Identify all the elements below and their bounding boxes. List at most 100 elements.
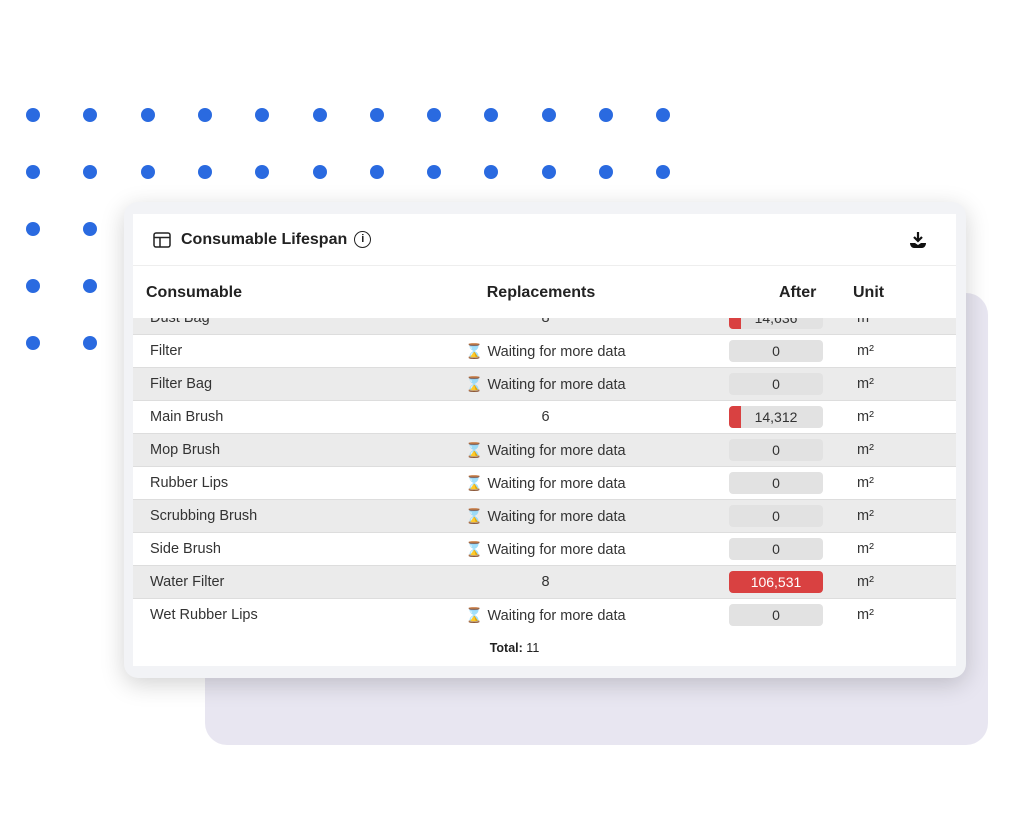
- info-icon[interactable]: i: [354, 231, 372, 248]
- table-row[interactable]: Side Brush ⌛ Waiting for more data 0 m²: [133, 533, 956, 566]
- widget-title: Consumable Lifespan: [181, 230, 348, 248]
- hourglass-icon: ⌛: [465, 509, 484, 525]
- dot: [26, 279, 40, 293]
- progress-fill: [729, 571, 823, 593]
- after-progress: 14,636: [729, 318, 823, 329]
- unit-cell: m²: [857, 409, 874, 425]
- table-row[interactable]: Mop Brush ⌛ Waiting for more data 0 m²: [133, 434, 956, 467]
- column-header-after[interactable]: After: [779, 284, 817, 301]
- after-progress: 0: [729, 505, 823, 527]
- dot: [599, 165, 613, 179]
- consumable-name: Rubber Lips: [150, 475, 229, 491]
- unit-cell: m²: [857, 318, 874, 326]
- replacements-value: Waiting for more data: [487, 542, 626, 558]
- consumable-name: Wet Rubber Lips: [150, 607, 258, 623]
- hourglass-icon: ⌛: [465, 377, 484, 393]
- dot: [83, 336, 97, 350]
- unit-cell: m²: [857, 574, 874, 590]
- hourglass-icon: ⌛: [465, 476, 484, 492]
- dot: [26, 336, 40, 350]
- total-value: 11: [526, 641, 540, 655]
- dot: [83, 222, 97, 236]
- table-icon: [153, 231, 171, 248]
- after-value: 106,531: [750, 574, 802, 590]
- after-progress: 0: [729, 604, 823, 626]
- consumable-name: Main Brush: [150, 409, 224, 425]
- after-value: 14,636: [754, 318, 798, 326]
- consumable-name: Dust Bag: [150, 318, 210, 326]
- replacements-cell: 8: [433, 318, 658, 326]
- replacements-cell: ⌛ Waiting for more data: [433, 541, 658, 558]
- table-row[interactable]: Dust Bag 8 14,636 m²: [133, 318, 956, 335]
- dot: [312, 108, 327, 122]
- replacements-value: 8: [541, 318, 550, 326]
- unit-cell: m²: [857, 508, 874, 524]
- replacements-cell: ⌛ Waiting for more data: [433, 343, 658, 360]
- replacements-cell: ⌛ Waiting for more data: [433, 442, 658, 459]
- dot: [656, 165, 671, 179]
- after-value: 0: [772, 343, 780, 359]
- dot: [369, 108, 384, 122]
- replacements-cell: 8: [433, 574, 658, 590]
- replacements-value: Waiting for more data: [487, 476, 626, 492]
- column-header-unit[interactable]: Unit: [853, 284, 885, 301]
- after-value: 0: [772, 442, 780, 458]
- consumable-name: Side Brush: [150, 541, 221, 557]
- after-progress: 0: [729, 439, 823, 461]
- after-progress: 14,312: [729, 406, 823, 428]
- consumable-name: Water Filter: [150, 574, 225, 590]
- hourglass-icon: ⌛: [465, 344, 484, 360]
- total-label: Total:: [489, 641, 523, 655]
- dot: [255, 108, 270, 122]
- column-header-replacements[interactable]: Replacements: [486, 284, 596, 301]
- dot: [599, 108, 613, 122]
- replacements-value: Waiting for more data: [487, 608, 626, 624]
- replacements-value: 6: [541, 409, 550, 425]
- dot: [484, 165, 499, 179]
- dot: [140, 108, 155, 122]
- after-value: 0: [772, 607, 780, 623]
- dot: [26, 108, 40, 122]
- replacements-cell: ⌛ Waiting for more data: [433, 475, 658, 492]
- progress-fill: [729, 406, 742, 428]
- replacements-value: Waiting for more data: [487, 509, 626, 525]
- after-value: 0: [772, 376, 780, 392]
- replacements-value: Waiting for more data: [487, 344, 626, 360]
- table-row[interactable]: Filter ⌛ Waiting for more data 0 m²: [133, 335, 956, 368]
- dot: [26, 165, 40, 179]
- table-row[interactable]: Rubber Lips ⌛ Waiting for more data 0 m²: [133, 467, 956, 500]
- table-body[interactable]: Dust Bag 8 14,636 m² Filter ⌛ Waiting for…: [133, 318, 956, 630]
- unit-cell: m²: [857, 343, 874, 359]
- after-value: 0: [772, 541, 780, 557]
- table-row[interactable]: Filter Bag ⌛ Waiting for more data 0 m²: [133, 368, 956, 401]
- consumable-lifespan-card: Consumable Lifespan i Consumable Replace…: [124, 202, 966, 678]
- card-header: Consumable Lifespan i: [133, 214, 956, 266]
- dot: [255, 165, 270, 179]
- hourglass-icon: ⌛: [465, 542, 484, 558]
- consumable-name: Filter Bag: [150, 376, 213, 392]
- consumable-name: Filter: [150, 343, 183, 359]
- replacements-value: Waiting for more data: [487, 443, 626, 459]
- unit-cell: m²: [857, 475, 874, 491]
- hourglass-icon: ⌛: [465, 443, 484, 459]
- dot: [427, 108, 442, 122]
- after-value: 0: [772, 508, 780, 524]
- dot: [656, 108, 671, 122]
- table-row[interactable]: Wet Rubber Lips ⌛ Waiting for more data …: [133, 599, 956, 630]
- replacements-value: Waiting for more data: [487, 377, 626, 393]
- hourglass-icon: ⌛: [465, 608, 484, 624]
- download-icon[interactable]: [908, 230, 928, 250]
- after-progress: 0: [729, 340, 823, 362]
- dot: [484, 108, 499, 122]
- after-progress: 106,531: [729, 571, 823, 593]
- progress-fill: [729, 318, 742, 329]
- dot: [427, 165, 442, 179]
- table-row[interactable]: Scrubbing Brush ⌛ Waiting for more data …: [133, 500, 956, 533]
- unit-cell: m²: [857, 607, 874, 623]
- after-value: 14,312: [754, 409, 798, 425]
- consumable-name: Scrubbing Brush: [150, 508, 258, 524]
- table-row[interactable]: Water Filter 8 106,531 m²: [133, 566, 956, 599]
- table-row[interactable]: Main Brush 6 14,312 m²: [133, 401, 956, 434]
- column-header-consumable[interactable]: Consumable: [146, 284, 243, 301]
- dot: [26, 222, 40, 236]
